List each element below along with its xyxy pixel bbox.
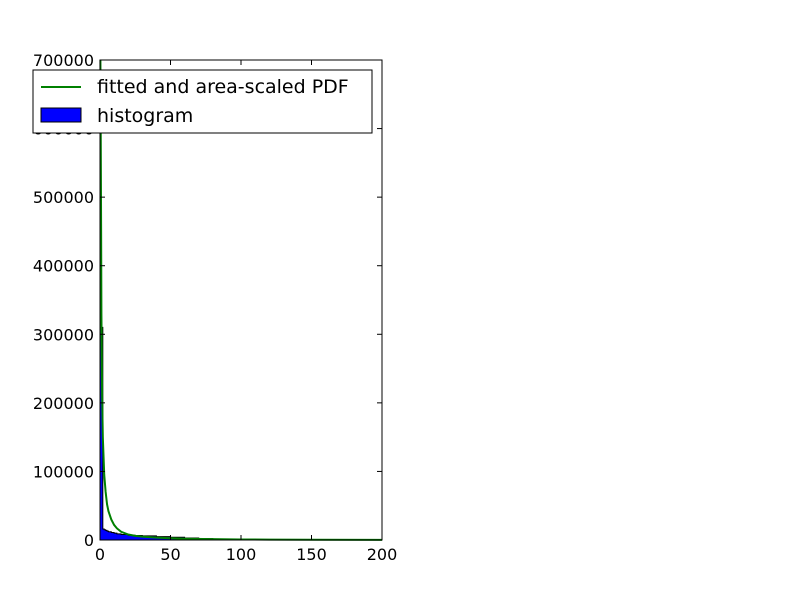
pdf-line <box>99 59 383 541</box>
y-tick-label: 0 <box>84 531 94 550</box>
legend-box <box>32 69 373 134</box>
x-tick-label: 0 <box>95 545 105 564</box>
y-tick-label: 200000 <box>33 394 94 413</box>
legend-swatch-histogram <box>40 107 82 123</box>
x-tick-label: 50 <box>160 545 180 564</box>
y-tick-label: 100000 <box>33 462 94 481</box>
x-tick-label: 100 <box>226 545 257 564</box>
y-tick-label: 400000 <box>33 257 94 276</box>
legend: fitted and area-scaled PDF histogram <box>32 69 373 134</box>
legend-label-histogram: histogram <box>97 105 193 127</box>
y-tick-label: 300000 <box>33 325 94 344</box>
y-tick-label: 700000 <box>33 51 94 70</box>
x-tick-label: 150 <box>296 545 327 564</box>
histogram-area <box>99 326 383 541</box>
legend-label-pdf: fitted and area-scaled PDF <box>97 76 349 98</box>
y-tick-label: 500000 <box>33 188 94 207</box>
x-tick-label: 200 <box>367 545 398 564</box>
